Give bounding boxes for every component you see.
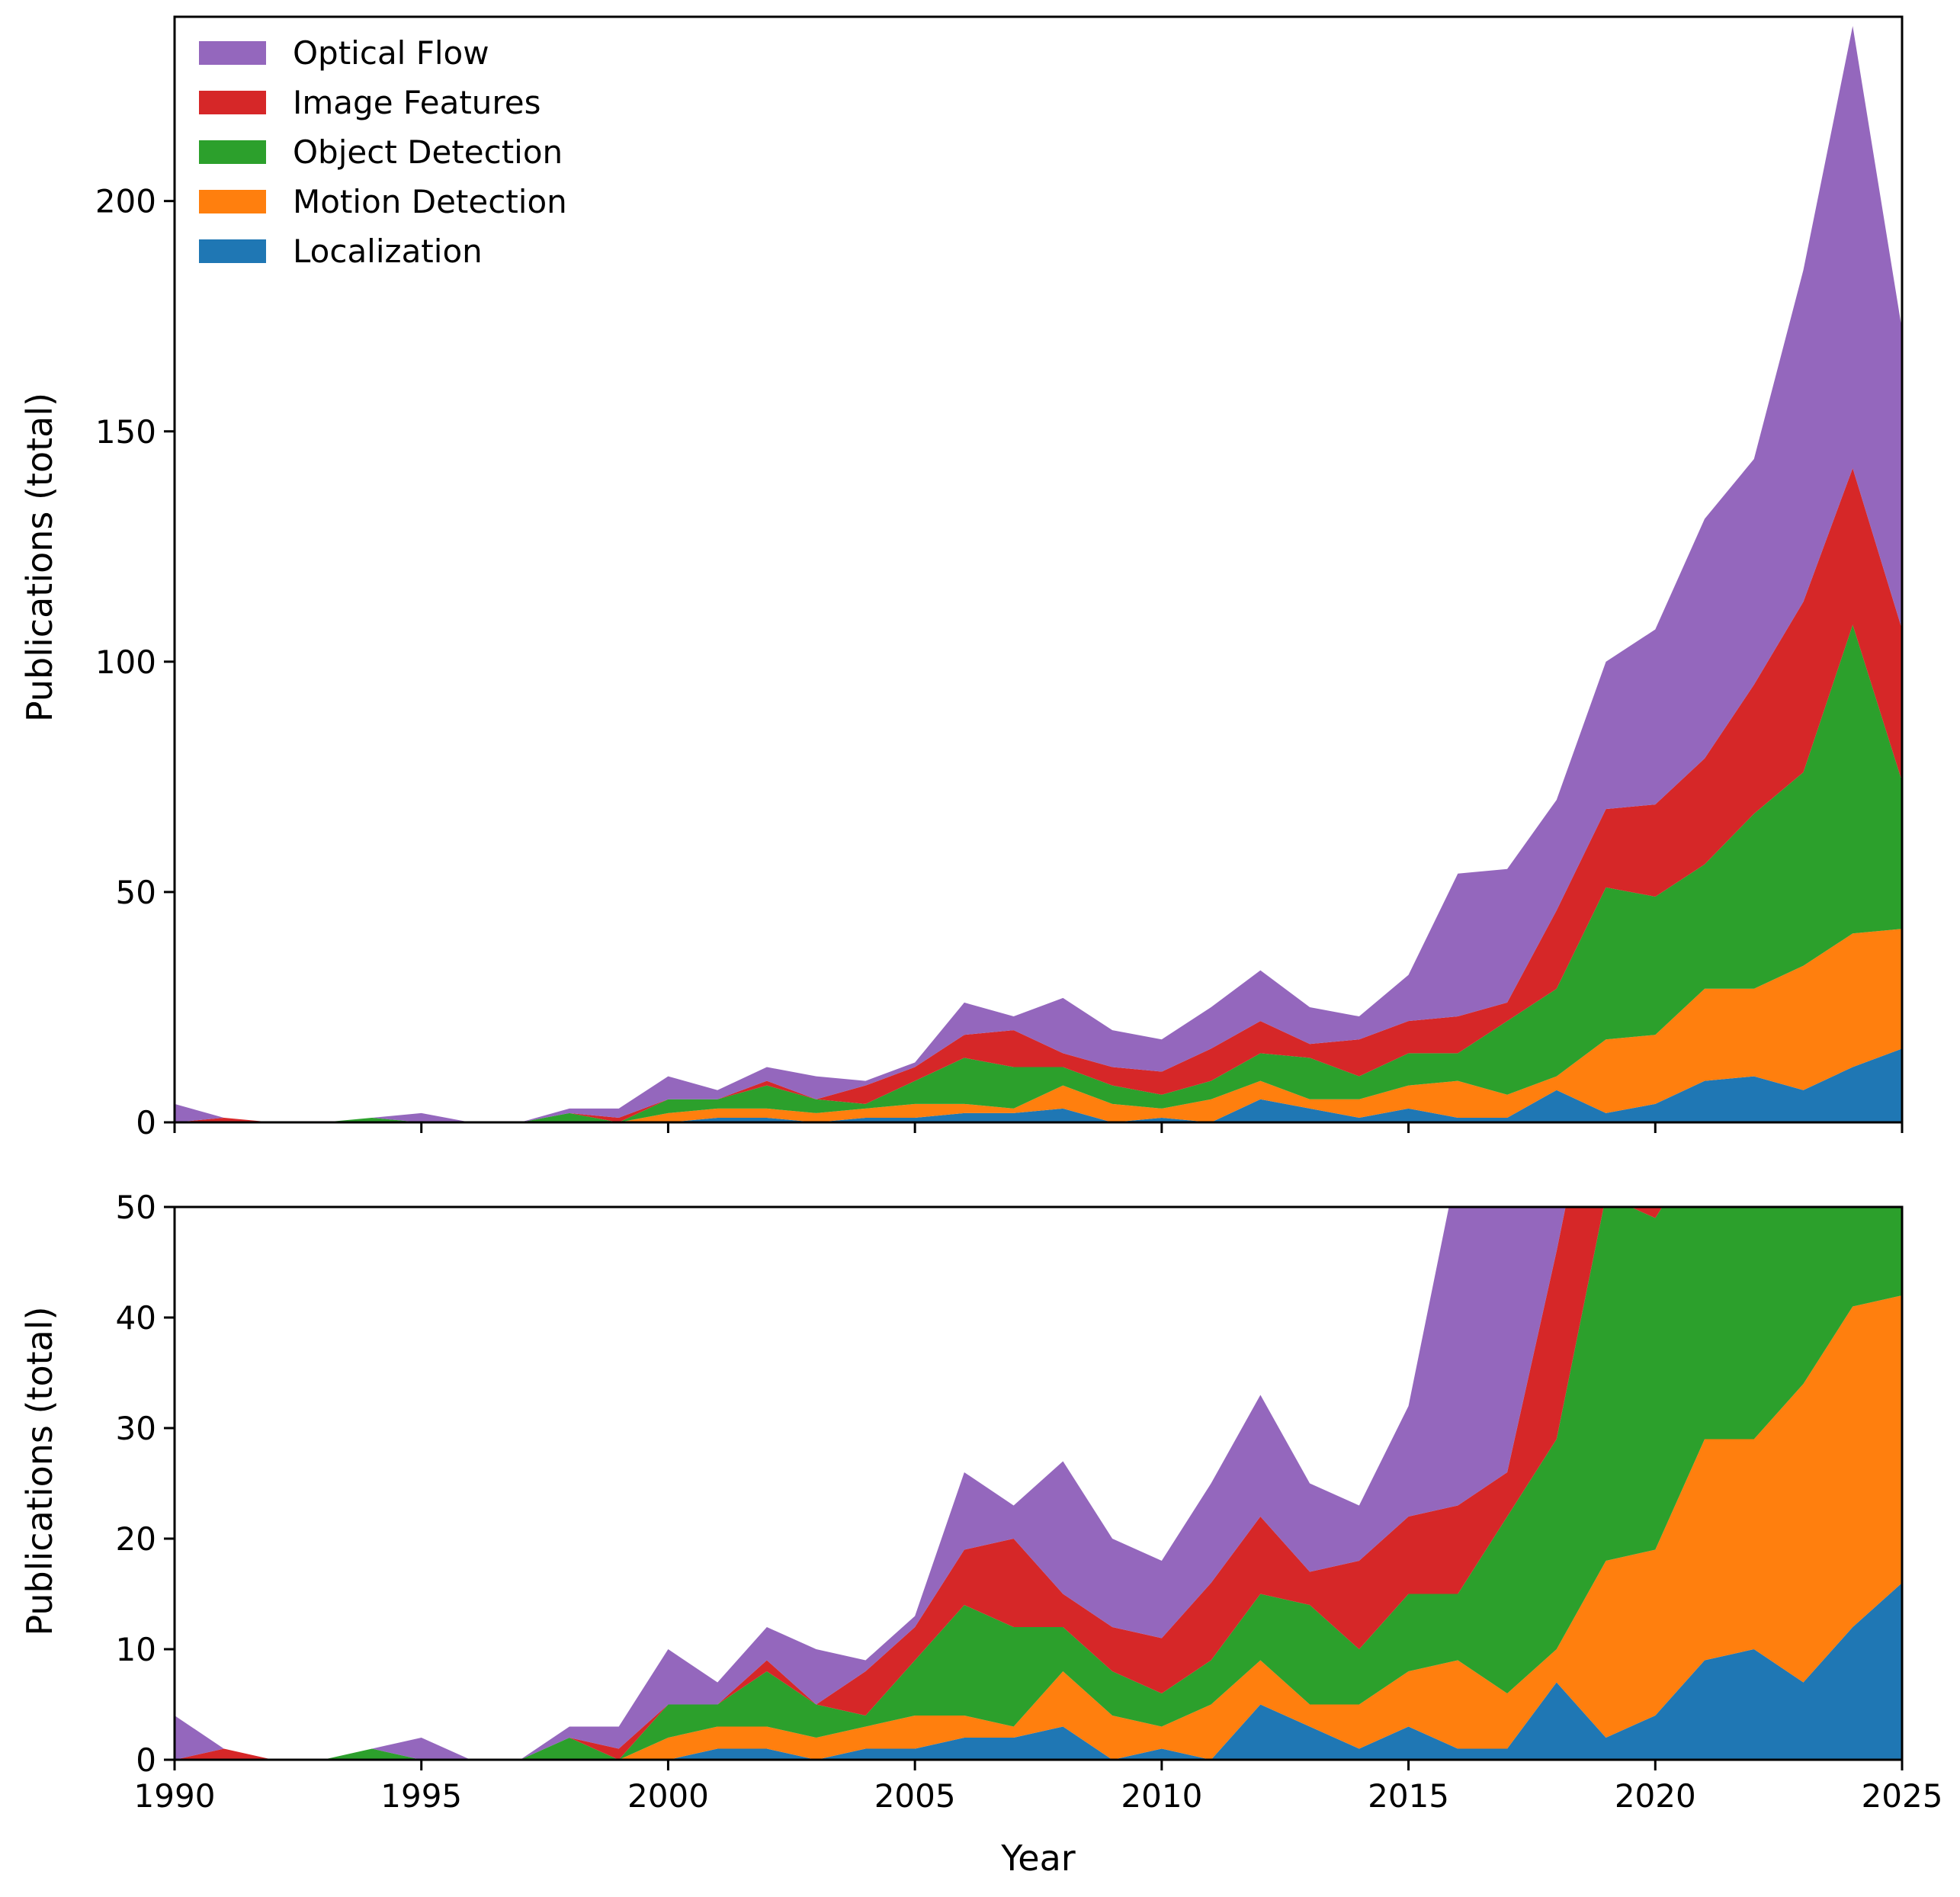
area-optical-flow-panel-1 [175,1207,1566,1760]
legend-label-image-features: Image Features [293,84,541,121]
bottom-x-axis-label: Year [1000,1838,1075,1879]
area-localization-panel-0 [175,1048,1902,1122]
y-tick-label: 150 [95,413,156,451]
legend-label-object-detection: Object Detection [293,133,563,171]
y-tick-label: 50 [116,874,156,911]
legend-swatch-optical-flow [199,41,266,65]
area-object-detection-panel-1 [175,1207,1902,1760]
legend: Optical Flow Image Features Object Detecti… [199,34,567,270]
y-tick-label: 10 [116,1631,156,1668]
area-image-features-panel-1 [175,1207,1663,1760]
legend-swatch-image-features [199,91,266,114]
x-tick-label: 2020 [1615,1777,1696,1815]
top-y-ticks: 0 50 100 150 200 [95,183,175,1141]
y-tick-label: 0 [136,1741,156,1779]
legend-swatch-object-detection [199,140,266,164]
bottom-plot-frame [173,1205,1904,1761]
x-tick-label: 2015 [1368,1777,1449,1815]
x-tick-label: 1990 [134,1777,216,1815]
y-tick-label: 200 [95,183,156,220]
bottom-panel: 1990 1995 2000 2005 2010 2015 2020 2025 0 10 20 30… [19,1189,1943,1879]
top-x-ticks [173,1122,1904,1133]
y-tick-label: 50 [116,1189,156,1226]
y-tick-label: 30 [116,1410,156,1447]
top-plot-frame [173,15,1904,1124]
y-tick-label: 40 [116,1299,156,1337]
top-panel: 0 50 100 150 200 Publications (total) Optica… [19,15,1904,1141]
x-tick-label: 2000 [627,1777,709,1815]
x-tick-label: 1995 [380,1777,462,1815]
x-tick-label: 2005 [874,1777,956,1815]
top-y-axis-label: Publications (total) [19,393,60,722]
bottom-areas [175,1207,1902,1760]
x-tick-label: 2010 [1121,1777,1202,1815]
legend-label-motion-detection: Motion Detection [293,183,567,220]
area-localization-panel-1 [175,1583,1902,1760]
y-tick-label: 20 [116,1520,156,1558]
x-tick-label: 2025 [1862,1777,1943,1815]
legend-label-localization: Localization [293,233,483,270]
legend-swatch-localization [199,239,266,263]
legend-swatch-motion-detection [199,190,266,213]
legend-label-optical-flow: Optical Flow [293,34,489,72]
bottom-y-ticks: 0 10 20 30 40 50 [116,1189,175,1779]
y-tick-label: 100 [95,644,156,681]
y-tick-label: 0 [136,1104,156,1141]
bottom-y-axis-label: Publications (total) [19,1306,60,1635]
top-areas [175,26,1902,1122]
bottom-x-ticks: 1990 1995 2000 2005 2010 2015 2020 2025 [134,1760,1943,1815]
